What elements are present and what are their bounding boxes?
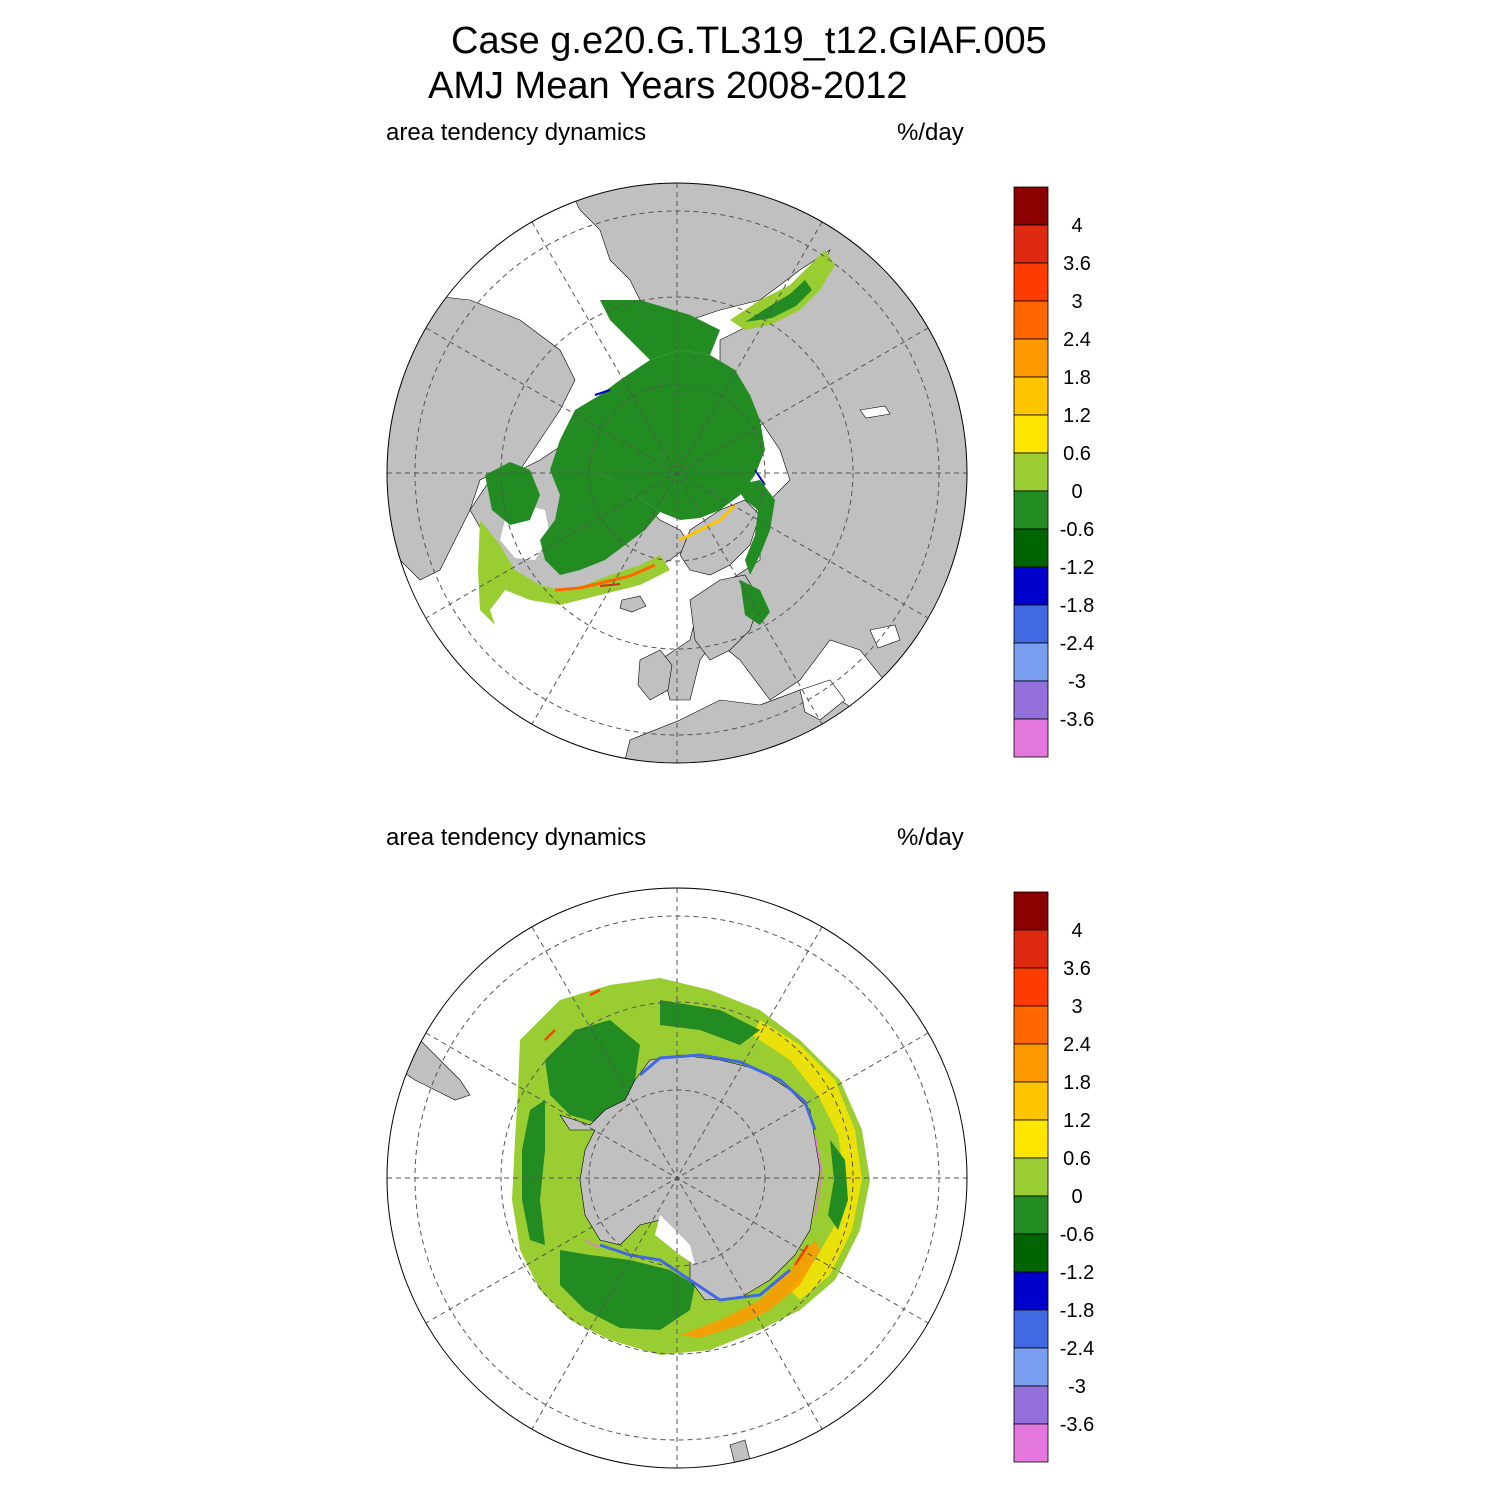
arctic-map [386,182,968,764]
antarctic-coastal-negative [599,1053,817,1302]
antarctic-sea-ice-weddell [545,1020,640,1125]
arctic-colorbar-tick-label: 0.6 [1063,443,1091,465]
arctic-colorbar-tick-label: -3.6 [1060,709,1094,731]
arctic-colorbar-tick-label: 3.6 [1063,253,1091,275]
figure-title-period: AMJ Mean Years 2008-2012 [428,65,908,107]
antarctic-colorbar-swatch [1013,1157,1049,1197]
antarctic-map-border [386,887,968,1469]
arctic-map-border [386,182,968,764]
arctic-colorbar-swatch [1013,414,1049,454]
arctic-sea-ice-archipelago [540,440,660,575]
antarctic-colorbar-tick-label: 1.8 [1063,1072,1091,1094]
arctic-colorbar-tick-label: -1.8 [1060,595,1094,617]
south-panel-units-label: %/day [897,824,964,851]
arctic-ice-edge-strong-positive [599,583,621,587]
antarctic-colorbar-swatch [1013,1233,1049,1273]
antarctic-colorbar-swatch [1013,1309,1049,1349]
arctic-colorbar-tick-label: 0 [1071,481,1082,503]
arctic-sea-ice-labrador [478,520,670,625]
arctic-colorbar-swatch [1013,262,1049,302]
arctic-land-iceland [619,595,647,613]
arctic-colorbar-swatch [1013,528,1049,568]
antarctic-colorbar-swatch [1013,967,1049,1007]
antarctic-colorbar-tick-label: -1.2 [1060,1262,1094,1284]
antarctic-colorbar-swatch [1013,1385,1049,1425]
antarctic-colorbar-tick-label: -2.4 [1060,1338,1094,1360]
antarctic-colorbar-tick-label: -3 [1068,1376,1086,1398]
antarctic-colorbar-tick-label: -3.6 [1060,1414,1094,1436]
antarctic-graticule [387,888,967,1468]
arctic-colorbar-swatch [1013,718,1049,758]
antarctic-coastal-strong-negative [584,1134,823,1249]
arctic-colorbar-tick-label: 3 [1071,291,1082,313]
antarctic-colorbar-tick-label: 4 [1071,920,1082,942]
antarctic-colorbar-swatch [1013,1423,1049,1463]
antarctic-colorbar-swatch [1013,1081,1049,1121]
north-panel-variable-label: area tendency dynamics [386,119,647,146]
arctic-ice-edge-positive [554,563,656,592]
arctic-colorbar-swatch [1013,338,1049,378]
arctic-colorbar-tick-label: -0.6 [1060,519,1094,541]
antarctic-colorbar-tick-label: 1.2 [1063,1110,1091,1132]
arctic-ice-edge-east-greenland [679,503,737,542]
arctic-colorbar-tick-label: 2.4 [1063,329,1091,351]
arctic-land-small-islands [799,405,901,721]
south-panel-variable-label: area tendency dynamics [386,824,647,851]
arctic-sea-ice-hudson [485,462,540,525]
arctic-colorbar-tick-label: -2.4 [1060,633,1094,655]
antarctic-colorbar-tick-label: 2.4 [1063,1034,1091,1056]
antarctic-colorbar-swatch [1013,891,1049,931]
antarctic-ice-edge-positive [544,988,810,1266]
antarctic-ross-ice-shelf [655,1215,695,1265]
north-panel-units-label: %/day [897,119,964,146]
arctic-sea-ice-barents [740,580,770,625]
antarctic-colorbar-tick-label: 0 [1071,1186,1082,1208]
arctic-colorbar-swatch [1013,604,1049,644]
antarctic-colorbar-tick-label: 0.6 [1063,1148,1091,1170]
antarctic-colorbar-tick-label: 3.6 [1063,958,1091,980]
arctic-sea-ice-greenland-sea [735,480,775,575]
arctic-colorbar-tick-label: 1.8 [1063,367,1091,389]
arctic-sea-ice-okhotsk [730,250,835,330]
arctic-colorbar-swatch [1013,452,1049,492]
antarctic-colorbar-swatch [1013,1005,1049,1045]
arctic-land-british-isles [637,649,673,701]
arctic-sea-ice-bering [600,300,720,360]
antarctic-map [386,887,968,1469]
antarctic-colorbar-tick-label: -1.8 [1060,1300,1094,1322]
arctic-colorbar-swatch [1013,186,1049,226]
arctic-colorbar-swatch [1013,376,1049,416]
arctic-colorbar-swatch [1013,300,1049,340]
antarctic-sea-ice-orange-band [680,1240,820,1338]
antarctic-sea-ice-ross [560,1250,695,1330]
arctic-colorbar-tick-label: 4 [1071,215,1082,237]
antarctic-colorbar-tick-label: 3 [1071,996,1082,1018]
antarctic-colorbar-swatch [1013,1271,1049,1311]
arctic-colorbar-swatch [1013,224,1049,264]
antarctic-colorbar-swatch [1013,1195,1049,1235]
arctic-colorbar-swatch [1013,680,1049,720]
arctic-colorbar-swatch [1013,642,1049,682]
antarctic-land-south-america [399,1039,471,1101]
antarctic-colorbar-tick-label: -0.6 [1060,1224,1094,1246]
arctic-graticule [387,183,967,763]
arctic-colorbar-tick-label: -1.2 [1060,557,1094,579]
arctic-colorbar-tick-label: 1.2 [1063,405,1091,427]
arctic-colorbar-swatch [1013,566,1049,606]
antarctic-sea-ice-yellow-band [752,1020,862,1300]
figure-title-case: Case g.e20.G.TL319_t12.GIAF.005 [451,20,1047,62]
antarctic-colorbar: 4 3.6 3 2.4 1.8 1.2 0.6 0 -0.6 -1.2 -1.8 -2.4 -3 -3.6 [1013,891,1094,1463]
arctic-colorbar-tick-label: -3 [1068,671,1086,693]
antarctic-colorbar-swatch [1013,1119,1049,1159]
arctic-colorbar-swatch [1013,490,1049,530]
arctic-sea-ice-okhotsk-core [745,280,812,322]
antarctic-colorbar-swatch [1013,1347,1049,1387]
antarctic-colorbar-swatch [1013,1043,1049,1083]
antarctic-colorbar-swatch [1013,929,1049,969]
arctic-colorbar: 4 3.6 3 2.4 1.8 1.2 0.6 0 -0.6 -1.2 -1.8 -2.4 -3 -3.6 [1013,186,1094,758]
